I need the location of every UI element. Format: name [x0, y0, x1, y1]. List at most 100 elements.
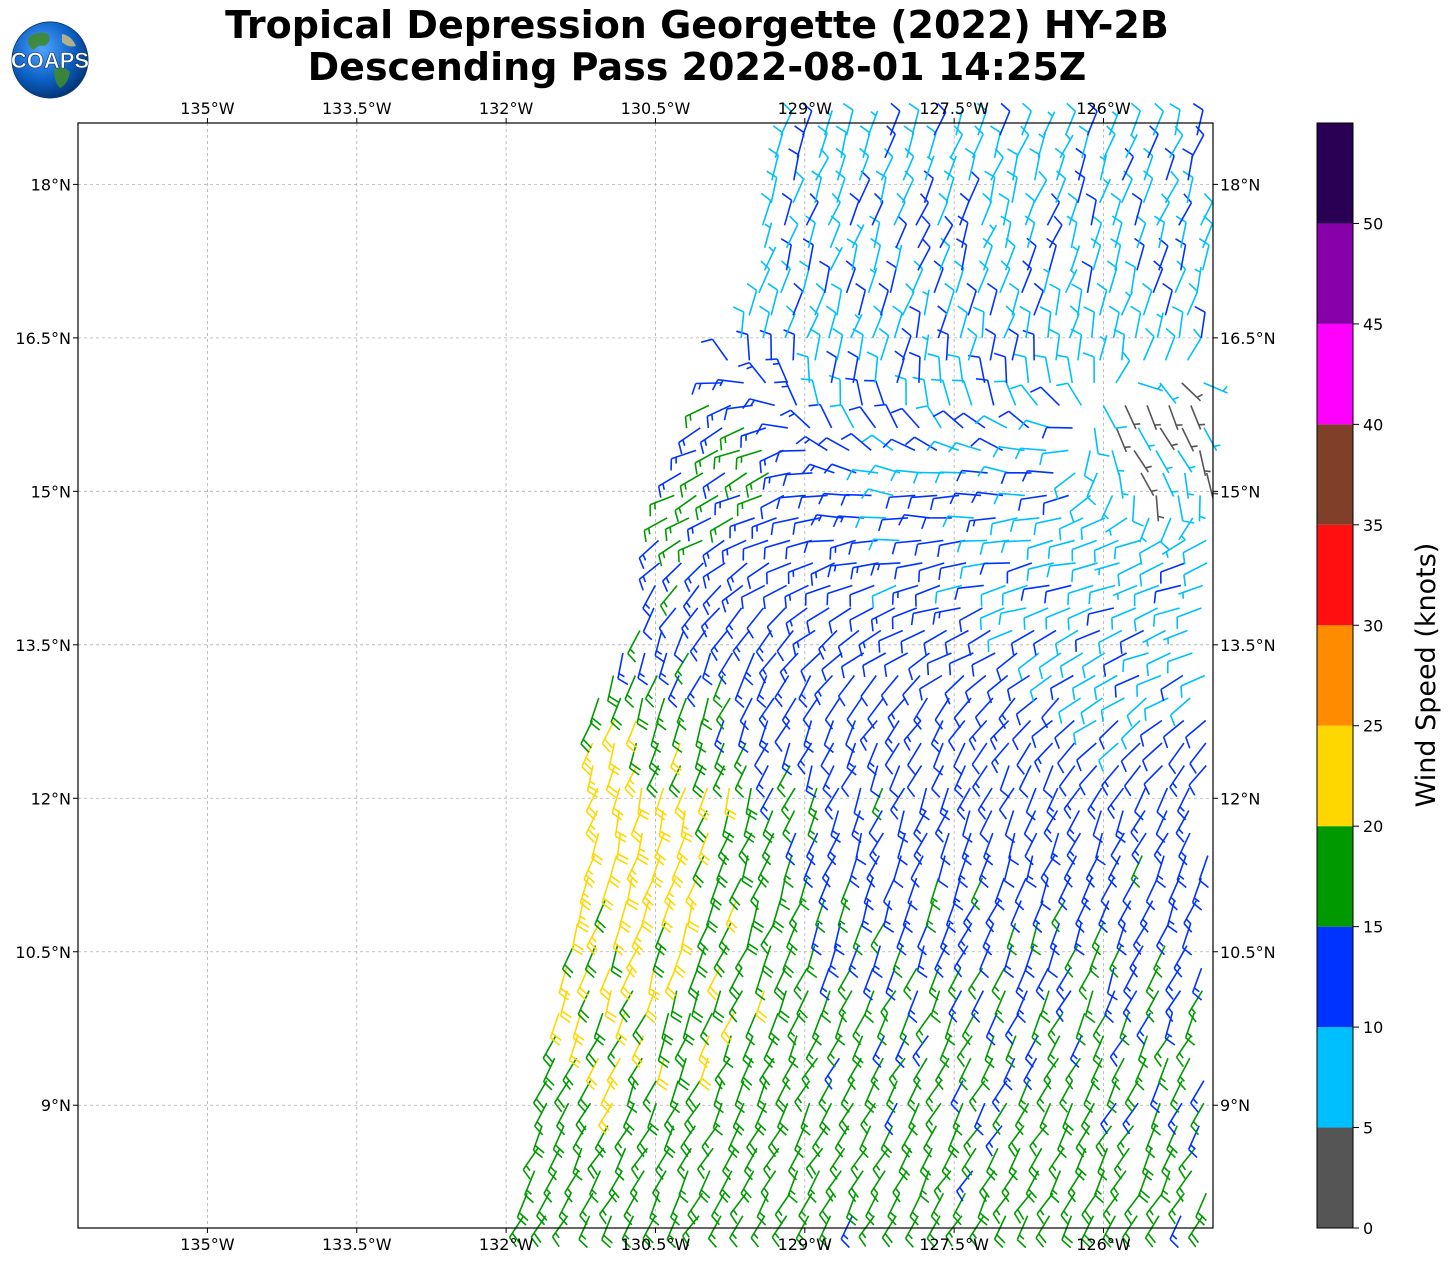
barb-feather [777, 1126, 787, 1136]
wind-barb [1167, 1102, 1183, 1135]
barb-feather [977, 1217, 988, 1226]
wind-barb [1187, 1125, 1200, 1159]
barb-feather [979, 1212, 990, 1222]
barb-half-feather [549, 1166, 556, 1173]
barb-feather [1013, 1212, 1022, 1224]
barb-feather [564, 1192, 573, 1203]
barb-half-feather [909, 1099, 916, 1105]
barb-half-feather [574, 1167, 581, 1173]
barb-half-feather [774, 1232, 780, 1239]
barb-feather [1102, 1238, 1112, 1248]
barb-half-feather [645, 1098, 651, 1105]
barb-half-feather [875, 1164, 881, 1171]
colorbar-tick-label: 50 [1363, 214, 1383, 233]
barb-half-feather [894, 1187, 901, 1194]
barb-feather [1063, 1234, 1074, 1244]
barb-feather [558, 1215, 568, 1226]
barb-feather [1081, 1214, 1090, 1225]
barb-half-feather [1181, 1164, 1187, 1171]
barb-feather [719, 1193, 729, 1203]
barb-feather [821, 1210, 830, 1221]
wind-barb [880, 1125, 894, 1159]
barb-feather [534, 1144, 545, 1154]
barb-feather [950, 1103, 960, 1113]
barb-feather [522, 1169, 531, 1180]
barb-feather [919, 1170, 930, 1181]
barb-half-feather [685, 1231, 690, 1238]
barb-feather [964, 1165, 973, 1176]
wind-barb [800, 1102, 811, 1136]
barb-half-feather [671, 1100, 678, 1106]
colorbar-tick-label: 10 [1363, 1018, 1383, 1037]
chart-title: Tropical Depression Georgette (2022) HY-… [0, 4, 1394, 88]
barb-half-feather [628, 1100, 635, 1106]
barb-feather [1190, 1102, 1199, 1113]
wind-barb [587, 1147, 605, 1180]
barb-feather [734, 1104, 745, 1114]
barb-feather [925, 1101, 934, 1112]
barb-feather [681, 1235, 690, 1247]
barb-feather [1077, 1167, 1087, 1177]
barb-half-feather [1190, 1144, 1196, 1150]
barb-feather [779, 1121, 789, 1132]
barb-half-feather [777, 1210, 783, 1217]
barb-half-feather [657, 1165, 664, 1172]
barb-feather [626, 1105, 638, 1114]
barb-feather [639, 1142, 648, 1154]
barb-feather [858, 1236, 867, 1247]
wind-barb [713, 1080, 724, 1114]
barb-feather [996, 1234, 1006, 1244]
barb-half-feather [995, 1209, 1001, 1216]
barb-half-feather [1192, 1098, 1198, 1105]
wind-barb [652, 1170, 667, 1203]
barb-feather [1166, 1148, 1176, 1159]
barb-feather [1035, 1237, 1045, 1248]
wind-barb [925, 1102, 942, 1135]
barb-feather [602, 1099, 613, 1109]
barb-feather [630, 1168, 639, 1180]
wind-barb [858, 1215, 875, 1247]
barb-half-feather [715, 1100, 722, 1106]
wind-barb [807, 1170, 821, 1204]
barb-feather [770, 1142, 779, 1154]
barb-half-feather [928, 1097, 934, 1104]
wind-barb [952, 1102, 964, 1136]
barb-feather [579, 1098, 589, 1109]
barb-feather [925, 1123, 934, 1135]
wind-barb [524, 1170, 536, 1204]
barb-feather [1080, 1125, 1090, 1136]
wind-barb [818, 1192, 835, 1225]
barb-feather [1083, 1234, 1093, 1244]
barb-feather [1190, 1125, 1200, 1136]
barb-half-feather [1152, 1122, 1159, 1128]
barb-feather [511, 1232, 520, 1244]
wind-barb [1144, 1215, 1160, 1248]
barb-feather [798, 1215, 808, 1226]
wind-barb [771, 1215, 788, 1248]
wind-barb [572, 1147, 583, 1181]
barb-feather [1067, 1192, 1077, 1203]
barb-feather [1036, 1213, 1045, 1225]
barb-feather [679, 1077, 691, 1086]
barb-feather [933, 1190, 941, 1202]
barb-feather [1168, 1144, 1178, 1154]
barb-half-feather [710, 1233, 716, 1240]
wind-barb [547, 1147, 561, 1181]
wind-barb [754, 1102, 767, 1136]
barb-half-feather [536, 1121, 543, 1127]
barb-half-feather [731, 1233, 738, 1240]
barb-feather [850, 1187, 860, 1199]
barb-feather [536, 1215, 546, 1226]
colorbar-tick-label: 25 [1363, 717, 1383, 736]
barb-half-feather [929, 1233, 935, 1240]
barb-feather [952, 1215, 962, 1226]
wind-barb [532, 1080, 548, 1113]
wind-barb [608, 1170, 623, 1203]
barb-half-feather [954, 1122, 961, 1128]
barb-feather [848, 1191, 857, 1203]
barb-feather [554, 1102, 563, 1113]
barb-feather [543, 1081, 553, 1091]
barb-half-feather [1018, 1234, 1025, 1240]
barb-feather [1122, 1236, 1131, 1248]
